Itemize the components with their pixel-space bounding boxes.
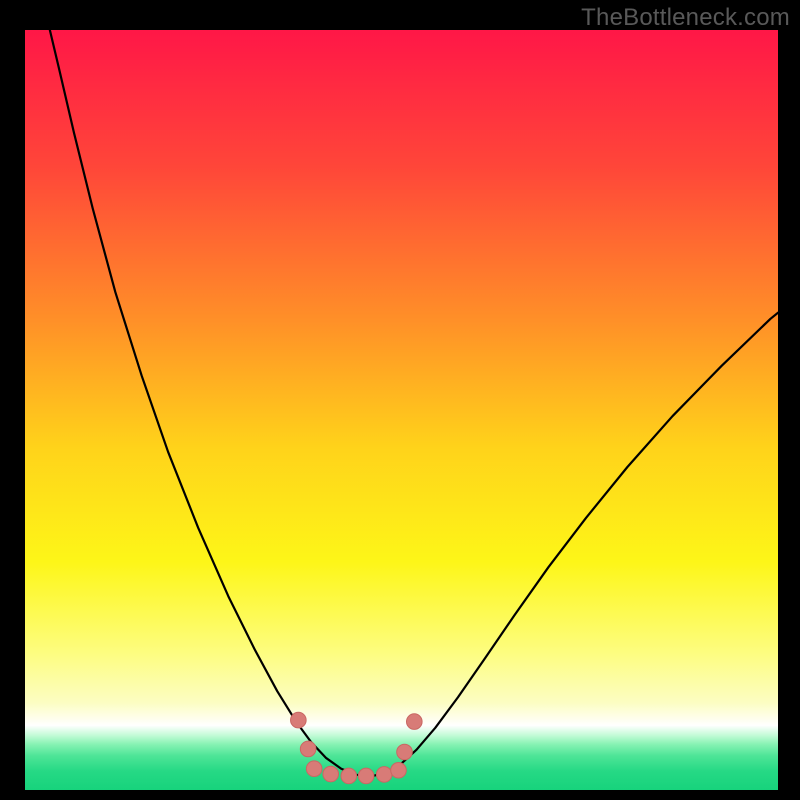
watermark-text: TheBottleneck.com: [581, 4, 790, 32]
marker-dot: [341, 768, 357, 784]
marker-dot: [323, 766, 339, 782]
bottleneck-curve-chart: [0, 0, 800, 800]
marker-dot: [300, 741, 316, 757]
marker-dot: [397, 744, 413, 760]
marker-dot: [358, 768, 374, 784]
plot-background: [25, 30, 778, 790]
marker-dot: [291, 712, 307, 728]
marker-dot: [391, 762, 407, 778]
chart-container: TheBottleneck.com: [0, 0, 800, 800]
marker-dot: [376, 767, 392, 783]
marker-dot: [407, 714, 423, 730]
marker-dot: [306, 761, 322, 777]
